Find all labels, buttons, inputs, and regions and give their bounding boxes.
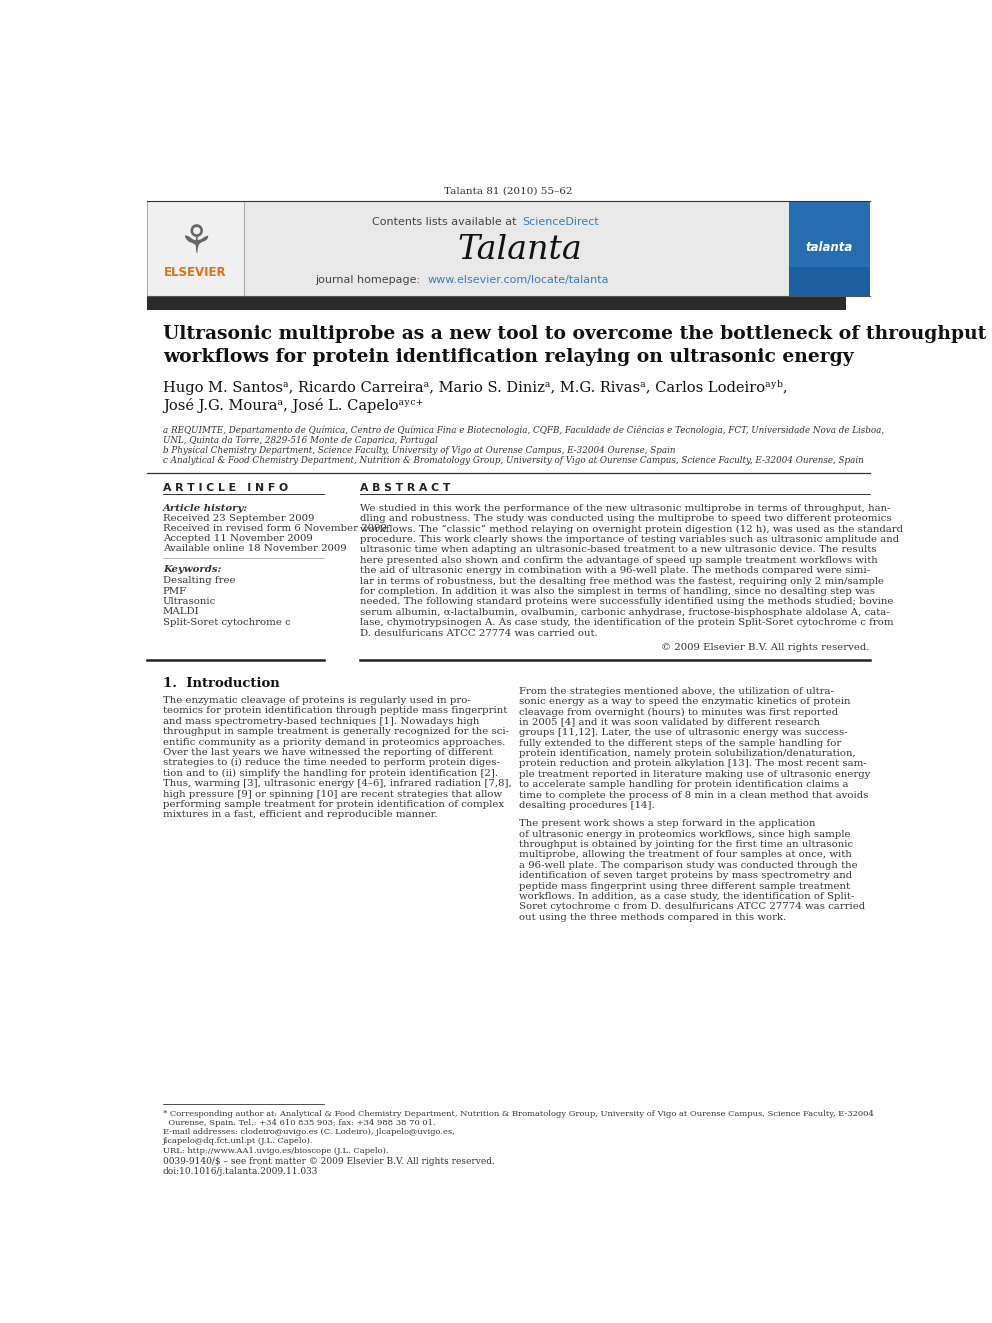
Text: © 2009 Elsevier B.V. All rights reserved.: © 2009 Elsevier B.V. All rights reserved… (661, 643, 870, 652)
Text: peptide mass fingerprint using three different sample treatment: peptide mass fingerprint using three dif… (519, 881, 850, 890)
Text: jlcapelo@dq.fct.unl.pt (J.L. Capelo).: jlcapelo@dq.fct.unl.pt (J.L. Capelo). (163, 1138, 313, 1146)
Text: Ultrasonic: Ultrasonic (163, 597, 216, 606)
Text: sonic energy as a way to speed the enzymatic kinetics of protein: sonic energy as a way to speed the enzym… (519, 697, 851, 706)
Text: Ourense, Spain. Tel.: +34 610 835 903; fax: +34 988 38 70 01.: Ourense, Spain. Tel.: +34 610 835 903; f… (163, 1119, 435, 1127)
Text: E-mail addresses: clodeiro@uvigo.es (C. Lodeiro), jlcapelo@uvigo.es,: E-mail addresses: clodeiro@uvigo.es (C. … (163, 1129, 454, 1136)
FancyBboxPatch shape (147, 296, 846, 310)
Text: Split-Soret cytochrome c: Split-Soret cytochrome c (163, 618, 291, 627)
Text: Hugo M. Santosᵃ, Ricardo Carreiraᵃ, Mario S. Dinizᵃ, M.G. Rivasᵃ, Carlos Lodeiro: Hugo M. Santosᵃ, Ricardo Carreiraᵃ, Mari… (163, 380, 788, 396)
Text: ScienceDirect: ScienceDirect (522, 217, 599, 228)
Text: entific community as a priority demand in proteomics approaches.: entific community as a priority demand i… (163, 737, 505, 746)
Text: Thus, warming [3], ultrasonic energy [4–6], infrared radiation [7,8],: Thus, warming [3], ultrasonic energy [4–… (163, 779, 512, 789)
Text: ple treatment reported in literature making use of ultrasonic energy: ple treatment reported in literature mak… (519, 770, 871, 779)
Text: c Analytical & Food Chemistry Department, Nutrition & Bromatology Group, Univers: c Analytical & Food Chemistry Department… (163, 456, 863, 466)
Text: groups [11,12]. Later, the use of ultrasonic energy was success-: groups [11,12]. Later, the use of ultras… (519, 728, 848, 737)
Text: From the strategies mentioned above, the utilization of ultra-: From the strategies mentioned above, the… (519, 687, 834, 696)
Text: serum albumin, α-lactalbumin, ovalbumin, carbonic anhydrase, fructose-bisphospha: serum albumin, α-lactalbumin, ovalbumin,… (360, 607, 890, 617)
Text: We studied in this work the performance of the new ultrasonic multiprobe in term: We studied in this work the performance … (360, 504, 891, 513)
Text: b Physical Chemistry Department, Science Faculty, University of Vigo at Ourense : b Physical Chemistry Department, Science… (163, 446, 676, 455)
FancyBboxPatch shape (789, 201, 870, 266)
Text: www.elsevier.com/locate/talanta: www.elsevier.com/locate/talanta (428, 275, 609, 286)
Text: performing sample treatment for protein identification of complex: performing sample treatment for protein … (163, 800, 504, 808)
Text: desalting procedures [14].: desalting procedures [14]. (519, 800, 655, 810)
Text: MALDI: MALDI (163, 607, 199, 617)
Text: workflows for protein identification relaying on ultrasonic energy: workflows for protein identification rel… (163, 348, 853, 366)
Text: for completion. In addition it was also the simplest in terms of handling, since: for completion. In addition it was also … (360, 587, 875, 595)
Text: to accelerate sample handling for protein identification claims a: to accelerate sample handling for protei… (519, 781, 849, 790)
Text: Received 23 September 2009: Received 23 September 2009 (163, 513, 314, 523)
Text: multiprobe, allowing the treatment of four samples at once, with: multiprobe, allowing the treatment of fo… (519, 851, 852, 860)
Text: strategies to (i) reduce the time needed to perform protein diges-: strategies to (i) reduce the time needed… (163, 758, 500, 767)
Text: mixtures in a fast, efficient and reproducible manner.: mixtures in a fast, efficient and reprod… (163, 810, 437, 819)
Text: journal homepage:: journal homepage: (315, 275, 424, 286)
Text: ⚘: ⚘ (178, 222, 212, 261)
Text: UNL, Quinta da Torre, 2829-516 Monte de Caparica, Portugal: UNL, Quinta da Torre, 2829-516 Monte de … (163, 437, 437, 445)
Text: Keywords:: Keywords: (163, 565, 221, 574)
Text: Contents lists available at: Contents lists available at (372, 217, 520, 228)
Text: Talanta 81 (2010) 55–62: Talanta 81 (2010) 55–62 (444, 187, 572, 196)
FancyBboxPatch shape (147, 201, 789, 296)
Text: and mass spectrometry-based techniques [1]. Nowadays high: and mass spectrometry-based techniques [… (163, 717, 479, 726)
Text: throughput is obtained by jointing for the first time an ultrasonic: throughput is obtained by jointing for t… (519, 840, 853, 849)
Text: fully extended to the different steps of the sample handling for: fully extended to the different steps of… (519, 738, 841, 747)
FancyBboxPatch shape (147, 201, 244, 296)
Text: workflows. In addition, as a case study, the identification of Split-: workflows. In addition, as a case study,… (519, 892, 854, 901)
Text: ultrasonic time when adapting an ultrasonic-based treatment to a new ultrasonic : ultrasonic time when adapting an ultraso… (360, 545, 877, 554)
Text: doi:10.1016/j.talanta.2009.11.033: doi:10.1016/j.talanta.2009.11.033 (163, 1167, 318, 1176)
Text: in 2005 [4] and it was soon validated by different research: in 2005 [4] and it was soon validated by… (519, 718, 820, 726)
Text: dling and robustness. The study was conducted using the multiprobe to speed two : dling and robustness. The study was cond… (360, 515, 892, 523)
Text: Received in revised form 6 November 2009: Received in revised form 6 November 2009 (163, 524, 387, 533)
Text: PMF: PMF (163, 586, 186, 595)
Text: the aid of ultrasonic energy in combination with a 96-well plate. The methods co: the aid of ultrasonic energy in combinat… (360, 566, 870, 576)
Text: Accepted 11 November 2009: Accepted 11 November 2009 (163, 534, 312, 542)
Text: José J.G. Mouraᵃ, José L. Capeloᵃʸᶜ⁺: José J.G. Mouraᵃ, José L. Capeloᵃʸᶜ⁺ (163, 398, 423, 413)
Text: 1.  Introduction: 1. Introduction (163, 677, 280, 691)
Text: Over the last years we have witnessed the reporting of different: Over the last years we have witnessed th… (163, 747, 492, 757)
Text: The enzymatic cleavage of proteins is regularly used in pro-: The enzymatic cleavage of proteins is re… (163, 696, 470, 705)
Text: procedure. This work clearly shows the importance of testing variables such as u: procedure. This work clearly shows the i… (360, 534, 900, 544)
Text: URL: http://www.AA1.uvigo.es/bioscope (J.L. Capelo).: URL: http://www.AA1.uvigo.es/bioscope (J… (163, 1147, 388, 1155)
Text: D. desulfuricans ATCC 27774 was carried out.: D. desulfuricans ATCC 27774 was carried … (360, 628, 598, 638)
FancyBboxPatch shape (789, 201, 870, 296)
Text: 0039-9140/$ – see front matter © 2009 Elsevier B.V. All rights reserved.: 0039-9140/$ – see front matter © 2009 El… (163, 1156, 495, 1166)
Text: Talanta: Talanta (457, 234, 582, 266)
Text: high pressure [9] or spinning [10] are recent strategies that allow: high pressure [9] or spinning [10] are r… (163, 790, 502, 799)
Text: A B S T R A C T: A B S T R A C T (360, 483, 450, 492)
Text: tion and to (ii) simplify the handling for protein identification [2].: tion and to (ii) simplify the handling f… (163, 769, 498, 778)
Text: A R T I C L E   I N F O: A R T I C L E I N F O (163, 483, 288, 492)
Text: identification of seven target proteins by mass spectrometry and: identification of seven target proteins … (519, 871, 852, 880)
Text: ELSEVIER: ELSEVIER (164, 266, 226, 279)
Text: lar in terms of robustness, but the desalting free method was the fastest, requi: lar in terms of robustness, but the desa… (360, 577, 885, 586)
Text: needed. The following standard proteins were successfully identified using the m: needed. The following standard proteins … (360, 598, 894, 606)
Text: here presented also shown and confirm the advantage of speed up sample treatment: here presented also shown and confirm th… (360, 556, 878, 565)
Text: Available online 18 November 2009: Available online 18 November 2009 (163, 544, 346, 553)
Text: talanta: talanta (806, 241, 853, 254)
Text: The present work shows a step forward in the application: The present work shows a step forward in… (519, 819, 815, 828)
Text: lase, chymotrypsinogen A. As case study, the identification of the protein Split: lase, chymotrypsinogen A. As case study,… (360, 618, 894, 627)
Text: Soret cytochrome c from D. desulfuricans ATCC 27774 was carried: Soret cytochrome c from D. desulfuricans… (519, 902, 865, 912)
Text: of ultrasonic energy in proteomics workflows, since high sample: of ultrasonic energy in proteomics workf… (519, 830, 851, 839)
Text: Desalting free: Desalting free (163, 577, 235, 585)
Text: protein reduction and protein alkylation [13]. The most recent sam-: protein reduction and protein alkylation… (519, 759, 867, 769)
Text: a 96-well plate. The comparison study was conducted through the: a 96-well plate. The comparison study wa… (519, 861, 858, 869)
Text: * Corresponding author at: Analytical & Food Chemistry Department, Nutrition & B: * Corresponding author at: Analytical & … (163, 1110, 874, 1118)
Text: throughput in sample treatment is generally recognized for the sci-: throughput in sample treatment is genera… (163, 728, 509, 736)
Text: workflows. The “classic” method relaying on overnight protein digestion (12 h), : workflows. The “classic” method relaying… (360, 524, 904, 533)
Text: Article history:: Article history: (163, 504, 248, 513)
Text: out using the three methods compared in this work.: out using the three methods compared in … (519, 913, 787, 922)
Text: cleavage from overnight (hours) to minutes was first reported: cleavage from overnight (hours) to minut… (519, 708, 838, 717)
Text: a REQUIMTE, Departamento de Química, Centro de Química Fina e Biotecnologia, CQF: a REQUIMTE, Departamento de Química, Cen… (163, 426, 884, 435)
Text: time to complete the process of 8 min in a clean method that avoids: time to complete the process of 8 min in… (519, 791, 869, 799)
Text: protein identification, namely protein solubilization/denaturation,: protein identification, namely protein s… (519, 749, 856, 758)
Text: teomics for protein identification through peptide mass fingerprint: teomics for protein identification throu… (163, 706, 507, 716)
Text: Ultrasonic multiprobe as a new tool to overcome the bottleneck of throughput in: Ultrasonic multiprobe as a new tool to o… (163, 325, 992, 344)
